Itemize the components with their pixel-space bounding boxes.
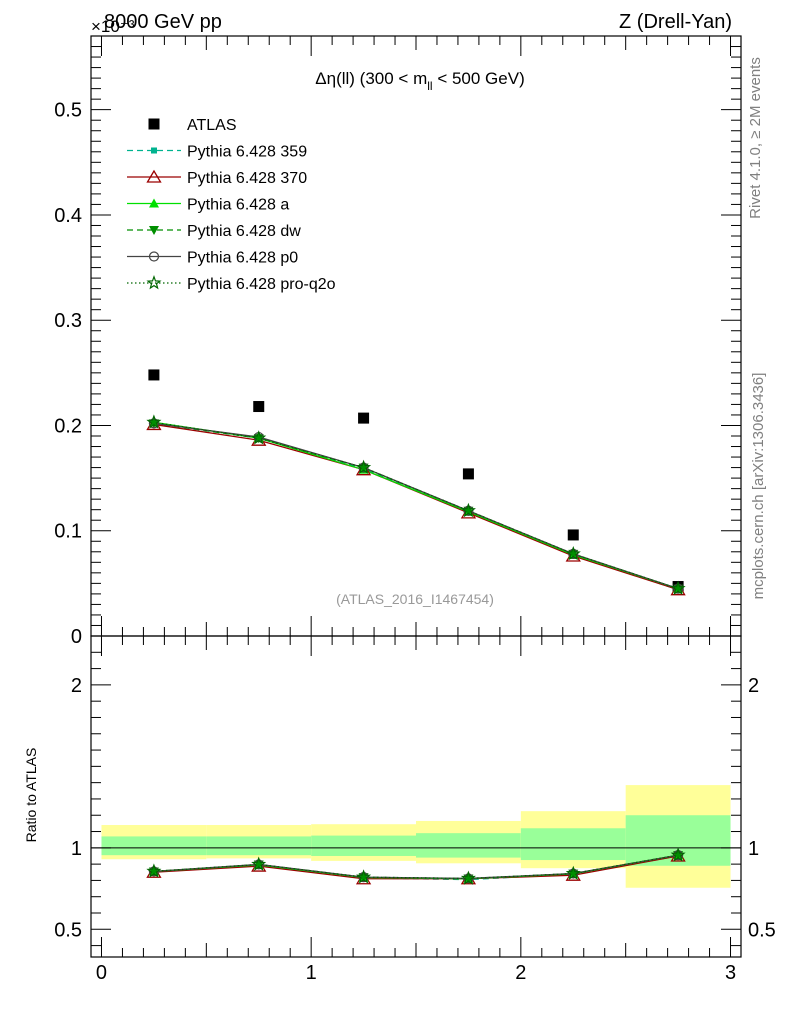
ratio-point-pp0 — [148, 866, 160, 877]
axis-ticks — [91, 36, 741, 957]
axis-tick-labels: 0 0.1 0.2 0.3 0.4 0.5 0 1 2 3 0.5 0.5 1 1 2 2 — [54, 100, 776, 984]
legend-label-pa: Pythia 6.428 a — [187, 197, 289, 214]
ratio-point-p370 — [251, 858, 267, 872]
main-point-atlas — [148, 369, 160, 381]
main-line-pq2o — [153, 421, 679, 590]
plot-title-tail: < 500 GeV) — [433, 69, 525, 88]
main-point-atlas — [253, 401, 265, 413]
ratio-uncertainty-bands — [101, 785, 731, 888]
series-lines — [153, 421, 679, 881]
main-point-pq2o — [356, 459, 372, 474]
main-ytick-label: 0.4 — [54, 205, 82, 227]
ratio-line-p370 — [153, 855, 679, 880]
rivet-label: Rivet 4.1.0, ≥ 2M events — [747, 57, 764, 219]
ratio-ytick-label-right: 1 — [748, 838, 759, 860]
ratio-point-pq2o — [565, 865, 581, 881]
series-markers — [146, 369, 686, 885]
ratio-xtick-label: 3 — [725, 962, 736, 984]
legend-marker-pp0 — [148, 251, 160, 262]
legend-label-p359: Pythia 6.428 359 — [187, 144, 307, 161]
legend-marker-p359 — [151, 147, 157, 154]
main-point-pdw — [148, 419, 159, 429]
legend-marker-p370 — [146, 169, 162, 183]
legend-label-pp0: Pythia 6.428 p0 — [187, 250, 298, 267]
main-line-pa — [153, 421, 679, 590]
main-ytick-label: 0.1 — [54, 521, 82, 543]
watermark-label: (ATLAS_2016_I1467454) — [336, 591, 494, 607]
ratio-band-inner — [520, 828, 626, 861]
ratio-band-inner — [101, 836, 207, 856]
ratio-point-p370 — [565, 867, 581, 881]
main-ytick-label: 0 — [71, 626, 82, 648]
exponent-label: ×10⁻³ — [91, 17, 135, 36]
main-point-pq2o — [251, 430, 267, 445]
ratio-band-inner — [416, 833, 521, 858]
energy-label: 8000 GeV pp — [104, 11, 222, 33]
ratio-ytick-label-right: 0.5 — [748, 919, 776, 941]
legend-marker-pa — [149, 198, 159, 208]
ratio-xtick-label: 2 — [515, 962, 526, 984]
main-point-pp0 — [148, 418, 160, 429]
legend: ATLAS Pythia 6.428 359 Pythia 6.428 370 Pyt… — [127, 117, 336, 293]
legend-marker-atlas — [148, 118, 160, 130]
process-label: Z (Drell-Yan) — [619, 11, 732, 33]
ratio-point-pq2o — [460, 870, 476, 885]
plot-title: Δη(ll) (300 < mll < 500 GeV) — [315, 69, 524, 93]
ratio-ytick-label: 0.5 — [54, 919, 82, 941]
main-line-p370 — [153, 423, 679, 591]
main-point-pq2o — [146, 414, 162, 429]
main-ytick-label: 0.3 — [54, 310, 82, 332]
ratio-ytick-label: 2 — [71, 675, 82, 697]
ratio-ytick-label: 1 — [71, 838, 82, 860]
ratio-point-p370 — [355, 871, 372, 885]
legend-marker-pq2o — [146, 275, 162, 290]
ratio-band-inner — [206, 836, 312, 856]
legend-label-p370: Pythia 6.428 370 — [187, 170, 307, 187]
main-point-atlas — [567, 529, 579, 541]
legend-marker-pdw — [149, 226, 159, 235]
ratio-point-pq2o — [670, 847, 686, 862]
legend-label-pq2o: Pythia 6.428 pro-q2o — [187, 276, 336, 293]
plot-title-main: Δη(ll) (300 < m — [315, 69, 427, 88]
ratio-point-pq2o — [356, 869, 372, 884]
main-point-pq2o — [670, 580, 686, 595]
legend-label-pdw: Pythia 6.428 dw — [187, 223, 301, 240]
main-ytick-label: 0.5 — [54, 100, 82, 122]
main-point-atlas — [358, 412, 370, 424]
main-point-atlas — [462, 468, 474, 480]
ratio-band-inner — [311, 835, 416, 856]
ratio-point-pq2o — [146, 863, 162, 878]
main-point-pq2o — [460, 502, 476, 518]
ratio-ylabel: Ratio to ATLAS — [23, 748, 39, 843]
ratio-xtick-label: 1 — [306, 962, 317, 984]
ratio-ytick-label-right: 2 — [748, 675, 759, 697]
ratio-line-pp0 — [153, 854, 679, 880]
mcplots-label: mcplots.cern.ch [arXiv:1306.3436] — [750, 373, 767, 600]
legend-label-atlas: ATLAS — [187, 117, 237, 134]
ratio-point-pq2o — [251, 856, 267, 871]
ratio-xtick-label: 0 — [96, 962, 107, 984]
main-point-pq2o — [565, 546, 581, 561]
plot-title-subscript: ll — [427, 79, 432, 93]
main-ytick-label: 0.2 — [54, 415, 82, 437]
